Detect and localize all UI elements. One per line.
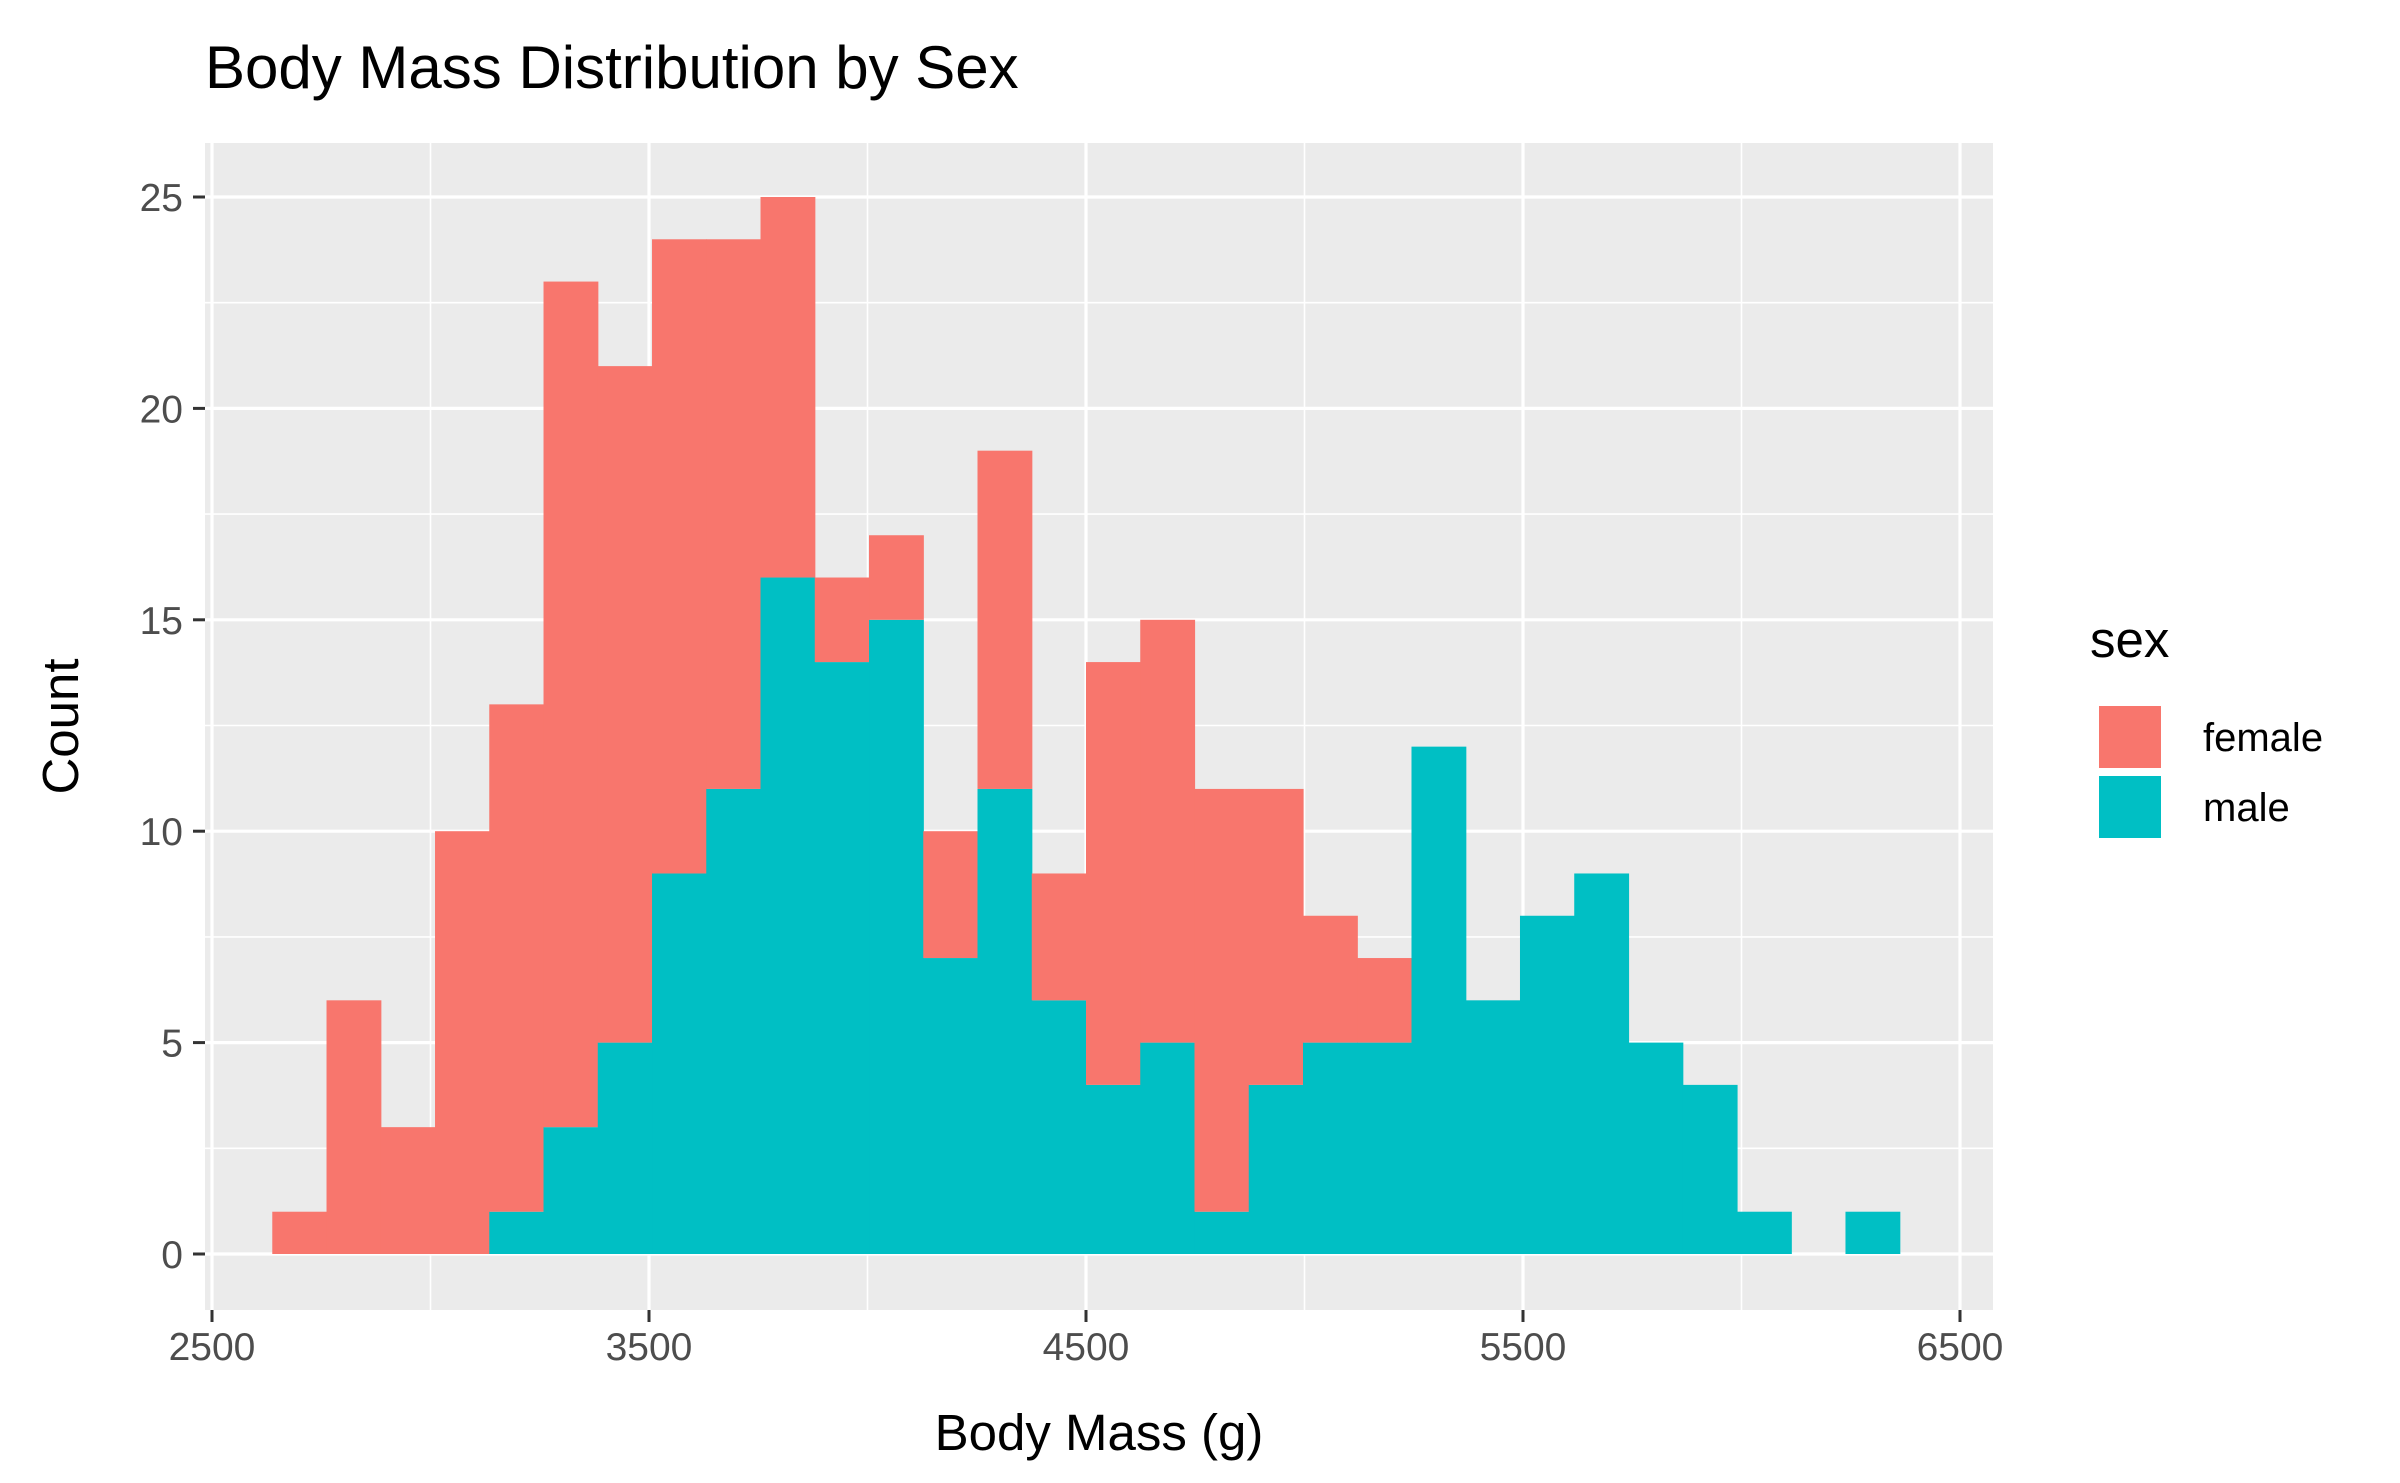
bar-male (1574, 873, 1630, 1254)
legend: sex female male (2090, 611, 2323, 840)
bar-male (1845, 1211, 1901, 1254)
x-tick-label: 5500 (1480, 1326, 1567, 1369)
bar-female (869, 535, 924, 620)
bar-male (1411, 746, 1467, 1254)
bar-male (1519, 915, 1575, 1254)
bar-female (326, 1000, 382, 1254)
y-tick-label: 5 (161, 1023, 183, 1066)
bar-male (814, 662, 870, 1254)
bar-male (1736, 1211, 1792, 1254)
x-tick-label: 4500 (1043, 1326, 1130, 1369)
y-tick-label: 20 (140, 388, 183, 431)
y-tick-label: 25 (140, 177, 183, 220)
bar-female (435, 831, 490, 1254)
bar-female (1302, 915, 1358, 1043)
bar-female (1140, 619, 1196, 1043)
legend-items: female male (2097, 704, 2323, 840)
bar-female (1086, 662, 1141, 1085)
bar-male (869, 619, 924, 1254)
x-tick-label: 6500 (1917, 1326, 2004, 1369)
y-tick-label: 0 (161, 1234, 183, 1277)
bar-male (760, 577, 816, 1254)
bar-male (489, 1211, 545, 1254)
bar-male (1194, 1211, 1250, 1254)
bar-female (706, 239, 762, 789)
bar-female (923, 831, 979, 959)
bar-female (1357, 958, 1413, 1043)
bar-male (543, 1127, 599, 1254)
legend-label-male: male (2203, 786, 2290, 830)
x-tick-label: 3500 (606, 1326, 693, 1369)
histogram-bars (272, 197, 1901, 1254)
bar-female (597, 366, 653, 1043)
bar-female (977, 450, 1033, 789)
bar-male (597, 1042, 653, 1254)
bar-female (760, 197, 816, 578)
bar-male (706, 788, 762, 1254)
bar-male (1248, 1084, 1304, 1254)
bar-male (1465, 1000, 1521, 1254)
bar-female (489, 704, 545, 1212)
bar-male (1140, 1042, 1196, 1254)
bar-female (814, 577, 870, 663)
y-tick-label: 10 (140, 811, 183, 854)
chart-title: Body Mass Distribution by Sex (205, 34, 1019, 101)
bar-female (272, 1211, 328, 1254)
y-axis: 0 5 10 15 20 25 (140, 177, 205, 1277)
bar-male (1302, 1042, 1358, 1254)
x-axis: 2500 3500 4500 5500 6500 (169, 1310, 2004, 1369)
bar-male (1357, 1042, 1413, 1254)
y-axis-title: Count (32, 658, 89, 794)
x-axis-title: Body Mass (g) (935, 1404, 1264, 1461)
bar-female (1248, 788, 1304, 1085)
bar-male (923, 958, 979, 1254)
legend-title: sex (2090, 611, 2169, 668)
bar-female (1194, 788, 1250, 1212)
y-tick-label: 15 (140, 600, 183, 643)
bar-male (652, 873, 707, 1254)
bar-female (543, 281, 599, 1128)
bar-female (1031, 873, 1087, 1001)
bar-female (652, 239, 707, 874)
legend-label-female: female (2203, 716, 2323, 760)
bar-male (1628, 1042, 1684, 1254)
legend-key-female (2097, 704, 2163, 770)
bar-male (1682, 1084, 1738, 1254)
bar-female (380, 1127, 436, 1254)
bar-male (977, 788, 1033, 1254)
bar-male (1086, 1084, 1141, 1254)
legend-key-male (2097, 774, 2163, 840)
bar-male (1031, 1000, 1087, 1254)
x-tick-label: 2500 (169, 1326, 256, 1369)
